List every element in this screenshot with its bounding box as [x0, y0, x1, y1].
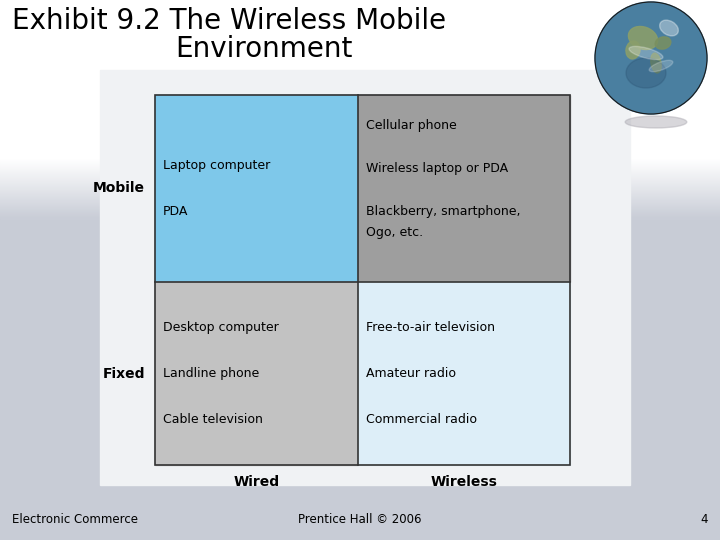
Bar [100, 70, 630, 485]
Bar [0, 169, 720, 170]
Bar [0, 180, 720, 181]
Bar [358, 95, 570, 282]
Bar [0, 217, 720, 218]
Bar [0, 192, 720, 193]
Bar [0, 193, 720, 194]
Bar [0, 209, 720, 210]
Text: Fixed: Fixed [102, 367, 145, 381]
Text: Laptop computer

PDA: Laptop computer PDA [163, 159, 270, 218]
Bar [0, 181, 720, 182]
Bar [0, 210, 720, 211]
Bar [0, 188, 720, 189]
Ellipse shape [660, 20, 678, 36]
Bar [0, 218, 720, 219]
Text: Wired: Wired [233, 475, 279, 489]
Bar [0, 208, 720, 209]
Bar [0, 200, 720, 201]
Bar [155, 95, 570, 465]
Bar [0, 215, 720, 216]
Bar [155, 95, 358, 282]
Bar [0, 205, 720, 206]
Bar [0, 212, 720, 213]
Bar [0, 172, 720, 173]
Bar [155, 282, 358, 465]
Text: Free-to-air television

Amateur radio

Commercial radio: Free-to-air television Amateur radio Com… [366, 321, 495, 426]
Bar [0, 204, 720, 205]
Bar [0, 211, 720, 212]
Text: 4: 4 [701, 513, 708, 526]
Bar [0, 167, 720, 168]
Bar [0, 177, 720, 178]
Ellipse shape [629, 46, 663, 59]
Bar [0, 206, 720, 207]
Bar [0, 195, 720, 196]
Bar [0, 207, 720, 208]
Text: Environment: Environment [175, 35, 352, 63]
Ellipse shape [629, 26, 657, 50]
Bar [0, 216, 720, 217]
Text: Wireless: Wireless [431, 475, 498, 489]
Bar [0, 183, 720, 184]
Bar [0, 174, 720, 175]
Ellipse shape [626, 41, 640, 59]
Text: Desktop computer

Landline phone

Cable television: Desktop computer Landline phone Cable te… [163, 321, 279, 426]
Circle shape [595, 2, 707, 114]
Bar [0, 197, 720, 198]
Bar [0, 176, 720, 177]
Bar [0, 159, 720, 160]
Bar [0, 171, 720, 172]
Bar [0, 184, 720, 185]
Text: Cellular phone

Wireless laptop or PDA

Blackberry, smartphone,
Ogo, etc.: Cellular phone Wireless laptop or PDA Bl… [366, 119, 521, 239]
Bar [0, 165, 720, 166]
Bar [0, 202, 720, 203]
Bar [0, 187, 720, 188]
Bar [0, 168, 720, 169]
Bar [0, 170, 720, 171]
Bar [0, 203, 720, 204]
Bar [0, 160, 720, 540]
Text: Mobile: Mobile [93, 181, 145, 195]
Bar [0, 198, 720, 199]
Bar [0, 194, 720, 195]
Text: Electronic Commerce: Electronic Commerce [12, 513, 138, 526]
Bar [0, 0, 720, 160]
Bar [0, 190, 720, 191]
Ellipse shape [626, 58, 666, 88]
Ellipse shape [655, 37, 671, 49]
Bar [0, 166, 720, 167]
Bar [0, 163, 720, 164]
Ellipse shape [625, 116, 687, 128]
Bar [0, 213, 720, 214]
Bar [0, 196, 720, 197]
Ellipse shape [651, 53, 661, 73]
Bar [0, 179, 720, 180]
Bar [0, 175, 720, 176]
Bar [0, 160, 720, 161]
Text: Prentice Hall © 2006: Prentice Hall © 2006 [298, 513, 422, 526]
Bar [0, 189, 720, 190]
Bar [0, 214, 720, 215]
Bar [0, 185, 720, 186]
Bar [0, 199, 720, 200]
Bar [0, 191, 720, 192]
Text: Exhibit 9.2 The Wireless Mobile: Exhibit 9.2 The Wireless Mobile [12, 7, 446, 35]
Bar [0, 201, 720, 202]
Ellipse shape [649, 60, 672, 72]
Bar [358, 282, 570, 465]
Bar [0, 186, 720, 187]
Bar [0, 182, 720, 183]
Bar [0, 178, 720, 179]
Bar [0, 162, 720, 163]
Bar [0, 161, 720, 162]
Bar [0, 173, 720, 174]
Bar [0, 164, 720, 165]
